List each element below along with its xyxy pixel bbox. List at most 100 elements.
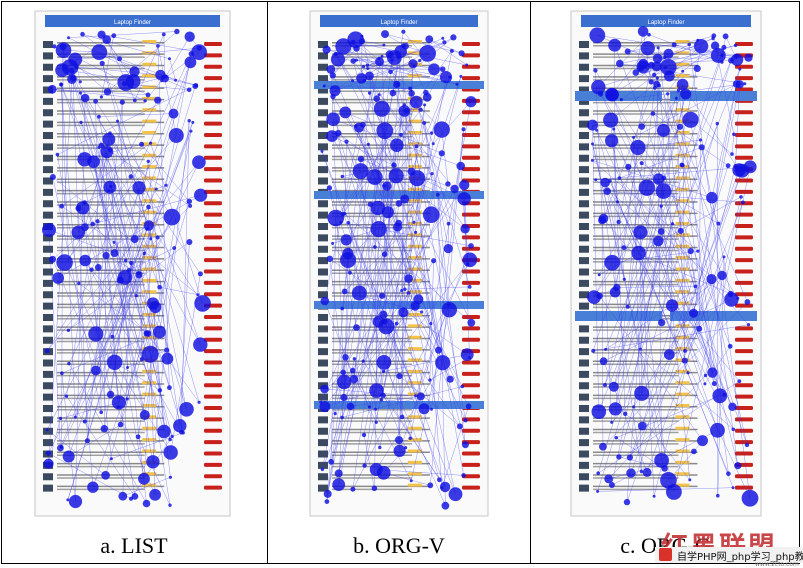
product-button <box>462 76 480 81</box>
product-button <box>462 42 480 46</box>
fixation-point <box>184 56 197 69</box>
laptop-thumbnail <box>43 211 53 219</box>
fixation-point <box>458 50 465 57</box>
product-text-line <box>593 113 679 115</box>
fixation-point <box>77 281 81 285</box>
fixation-point <box>467 318 476 327</box>
product-button <box>204 371 222 376</box>
product-text-line <box>57 306 145 309</box>
product-badge <box>675 267 690 271</box>
fixation-point <box>146 297 159 310</box>
product-text-line <box>593 340 679 343</box>
fixation-point <box>81 223 89 232</box>
product-button <box>462 383 480 388</box>
fixation-point <box>93 98 98 104</box>
fixation-point <box>131 493 139 500</box>
laptop-thumbnail <box>43 200 53 208</box>
fixation-point <box>716 221 721 226</box>
fixation-point <box>655 183 672 199</box>
product-button <box>735 144 753 149</box>
product-text-line <box>57 42 165 44</box>
laptop-thumbnail <box>579 154 589 162</box>
fixation-point <box>652 85 657 90</box>
fixation-point <box>449 48 454 53</box>
product-text-line <box>593 167 698 169</box>
fixation-point <box>676 88 681 92</box>
fixation-point <box>657 123 670 137</box>
product-text-line <box>332 417 430 419</box>
fixation-point <box>322 45 331 54</box>
product-badge <box>675 131 690 134</box>
product-badge <box>675 176 690 180</box>
product-button <box>735 349 753 354</box>
fixation-point <box>103 180 117 194</box>
fixation-point <box>724 292 739 307</box>
fixation-point <box>447 303 451 307</box>
fixation-point <box>145 92 151 98</box>
fixation-point <box>186 198 192 205</box>
fixation-point <box>373 95 380 102</box>
product-button <box>204 121 222 126</box>
fixation-point <box>163 208 181 226</box>
laptop-thumbnail <box>579 188 589 196</box>
fixation-point <box>404 274 413 283</box>
product-text-line <box>332 374 413 377</box>
product-text-line <box>57 110 165 112</box>
fixation-point <box>149 237 153 241</box>
fixation-point <box>587 119 598 131</box>
fixation-point <box>146 204 151 210</box>
product-text-line <box>593 246 698 249</box>
fixation-point <box>376 355 392 370</box>
fixation-point <box>616 219 621 225</box>
laptop-thumbnail <box>43 75 53 83</box>
product-badge <box>675 244 690 248</box>
product-text-line <box>57 374 145 377</box>
fixation-point <box>603 383 607 387</box>
fixation-point <box>134 294 139 298</box>
fixation-point <box>412 220 416 224</box>
fixation-point <box>591 404 607 420</box>
product-button <box>204 440 222 445</box>
fixation-point <box>109 457 113 461</box>
panel-caption: c. ORG-G <box>620 533 711 558</box>
fixation-point <box>381 206 394 219</box>
laptop-thumbnail <box>579 234 589 242</box>
fixation-point <box>423 89 429 96</box>
product-badge <box>407 256 422 260</box>
product-text-line <box>593 374 679 377</box>
product-button <box>462 315 480 319</box>
fixation-point <box>456 161 465 171</box>
fixation-point <box>733 43 738 48</box>
product-badge <box>675 483 690 487</box>
fixation-point <box>125 74 141 89</box>
laptop-thumbnail <box>43 336 53 344</box>
product-badge <box>675 301 690 305</box>
fixation-point <box>681 69 685 73</box>
product-text-line <box>593 76 698 78</box>
fixation-point <box>425 35 434 44</box>
product-text-line <box>593 280 698 283</box>
product-text-line <box>593 306 679 309</box>
laptop-thumbnail <box>579 382 589 390</box>
fixation-point <box>155 235 160 240</box>
product-button <box>204 133 222 137</box>
eye-tracking-heatmap-list: Laptop Finder <box>34 10 231 517</box>
fixation-point <box>596 292 603 300</box>
fixation-point <box>614 436 618 440</box>
laptop-thumbnail <box>318 450 328 458</box>
laptop-thumbnail <box>43 109 53 117</box>
fixation-point <box>378 318 395 335</box>
product-text-line <box>57 147 145 149</box>
product-text-line <box>332 269 430 271</box>
product-text-line <box>593 349 698 351</box>
product-button <box>204 224 222 228</box>
fixation-point <box>626 454 633 461</box>
product-text-line <box>57 64 165 67</box>
fixation-point <box>188 51 194 57</box>
product-text-line <box>57 485 165 488</box>
fixation-point <box>111 33 117 39</box>
laptop-thumbnail <box>579 120 589 128</box>
fixation-point <box>681 357 688 364</box>
fixation-point <box>737 379 742 384</box>
fixation-point <box>730 152 734 156</box>
